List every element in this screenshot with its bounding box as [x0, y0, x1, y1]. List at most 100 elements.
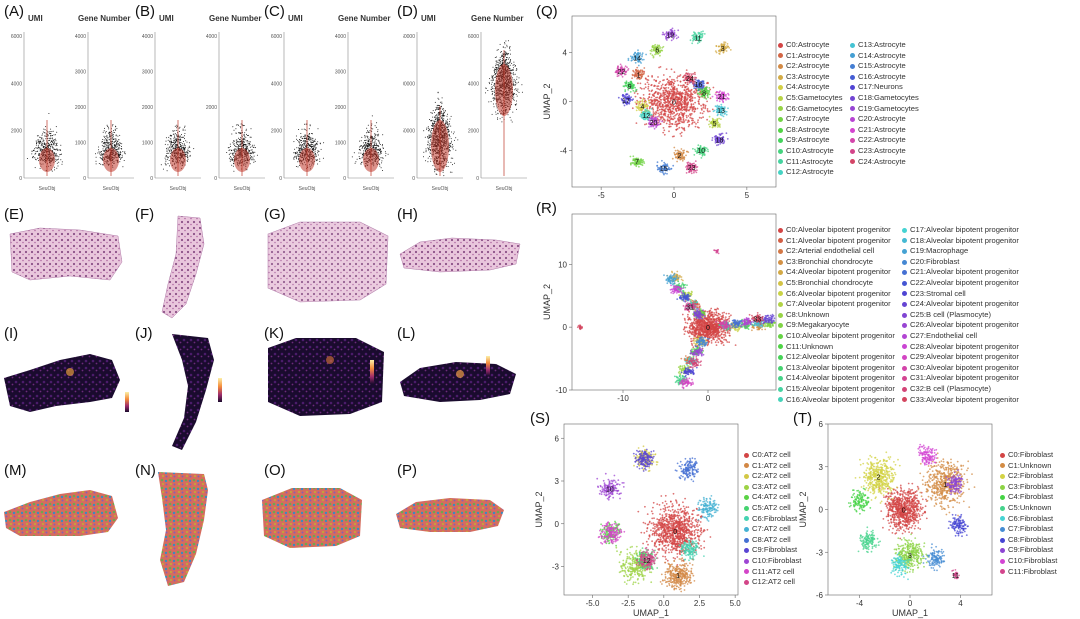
cluster-number-label: 24	[686, 76, 694, 83]
violin-tick: 2000	[206, 105, 217, 111]
he-tissue-row	[9, 215, 521, 319]
he-tissue-e	[9, 227, 123, 281]
violin-tick: 1000	[335, 141, 346, 147]
legend-label: C8:AT2 cell	[752, 534, 791, 544]
violin-tick: 4000	[206, 34, 217, 40]
legend-label: C12:AT2 cell	[752, 577, 795, 587]
cluster-number-label: 0	[673, 529, 677, 536]
legend-item: C24:Alveolar bipotent progenitor	[902, 299, 1019, 310]
x-tick-label: -5.0	[586, 599, 600, 608]
violin-plot-gene: 6000 4000 2000 0 SeuObj	[468, 32, 527, 192]
legend-label: C1:AT2 cell	[752, 460, 791, 470]
panel-label-s: (S)	[530, 410, 550, 427]
cluster-1	[917, 452, 976, 517]
legend-item: C14:Alveolar bipotent progenitor	[778, 373, 895, 384]
legend-swatch	[744, 569, 749, 575]
violin-tick: 2000	[271, 129, 282, 135]
legend-swatch	[850, 63, 855, 69]
legend-label: C14:Alveolar bipotent progenitor	[786, 373, 895, 383]
legend-swatch	[850, 85, 855, 91]
x-tick-label: 2.5	[694, 599, 706, 608]
legend-label: C6:Gametocytes	[786, 103, 843, 113]
legend-swatch	[850, 74, 855, 80]
legend-item: C19:Gametocytes	[850, 104, 919, 115]
legend-swatch	[850, 138, 855, 144]
cluster-11	[689, 30, 706, 45]
violin-tick: 3000	[335, 70, 346, 76]
legend-swatch	[744, 473, 749, 479]
panel-label-l: (L)	[397, 325, 416, 342]
panel-label-r: (R)	[536, 200, 557, 217]
legend-swatch	[1000, 569, 1005, 575]
legend-swatch	[850, 148, 855, 154]
legend-label: C0:AT2 cell	[752, 450, 791, 459]
legend-swatch	[902, 376, 907, 382]
legend-swatch	[1000, 558, 1005, 564]
cluster-19	[661, 27, 680, 42]
legend-column: C0:Fibroblast C1:Unknown C2:Fibroblast C3:F…	[1000, 450, 1057, 577]
legend-item: C7:Astrocyte	[778, 114, 843, 125]
legend-item: C5:Unknown	[1000, 503, 1057, 514]
panel-label-e: (E)	[4, 206, 24, 223]
legend-item: C10:Astrocyte	[778, 146, 843, 157]
legend-item: C6:Alveolar bipotent progenitor	[778, 289, 895, 300]
panel-label-g: (G)	[264, 206, 286, 223]
legend-label: C8:Unknown	[786, 309, 830, 319]
legend-item: C3:Fibroblast	[1000, 482, 1057, 493]
legend-item: C3:Astrocyte	[778, 72, 843, 83]
violin-xlabel: SeuObj	[234, 186, 251, 192]
legend-swatch	[902, 227, 907, 233]
legend-item: C23:Astrocyte	[850, 146, 919, 157]
legend-label: C29:Alveolar bipotent progenitor	[910, 352, 1019, 362]
cluster-31	[682, 300, 698, 312]
violin-plot-gene: 4000 3000 2000 1000 0 SeuObj	[75, 32, 134, 192]
legend-item: C11:Astrocyte	[778, 157, 843, 168]
x-tick-label: 0	[672, 191, 677, 200]
legend-swatch	[850, 159, 855, 165]
legend-swatch	[744, 558, 749, 564]
cluster-number-label: 19	[666, 32, 674, 39]
cluster-number-label: 14	[633, 56, 641, 63]
violin-tick: 2000	[142, 105, 153, 111]
legend-item: C24:Astrocyte	[850, 157, 919, 168]
cluster-9	[622, 80, 638, 93]
violin-tick: 2000	[468, 129, 479, 135]
cluster-7	[697, 495, 720, 522]
legend-label: C25:B cell (Plasmocyte)	[910, 309, 992, 319]
legend-column: C0:Astrocyte C1:Astrocyte C2:Astrocyte C3:A…	[778, 40, 843, 178]
panel-label-m: (M)	[4, 462, 27, 479]
legend-label: C31:Alveolar bipotent progenitor	[910, 373, 1019, 383]
y-tick-label: 0	[819, 506, 824, 515]
legend-label: C8:Astrocyte	[786, 124, 830, 134]
cluster-0	[637, 492, 712, 566]
violin-tick: 1000	[142, 141, 153, 147]
spatial-cluster-o	[262, 488, 362, 548]
cluster-number-label: 15	[660, 166, 668, 173]
legend-label: C20:Fibroblast	[910, 256, 960, 266]
legend-item: C10:Alveolar bipotent progenitor	[778, 331, 895, 342]
legend-column: C17:Alveolar bipotent progenitor C18:Alve…	[902, 225, 1019, 405]
legend-item: C9:Fibroblast	[744, 545, 801, 556]
cluster-28	[669, 284, 685, 295]
legend-label: C10:Astrocyte	[786, 145, 834, 155]
legend-label: C3:Fibroblast	[1008, 481, 1054, 491]
x-tick-label: -10	[617, 394, 629, 403]
legend-item: C11:Fibroblast	[1000, 567, 1057, 578]
panel-label-k: (K)	[264, 325, 284, 342]
y-tick-label: -3	[552, 563, 560, 572]
legend-swatch	[778, 291, 783, 297]
cluster-number-label: 1	[676, 573, 680, 580]
y-tick-label: -3	[816, 548, 824, 557]
cluster-number-label: 5	[713, 121, 717, 128]
legend-swatch	[1000, 452, 1005, 458]
legend-swatch	[744, 463, 749, 469]
cluster-number-label: 8	[702, 90, 706, 97]
legend-swatch	[850, 42, 855, 48]
cluster-3	[714, 41, 732, 55]
legend-label: C24:Alveolar bipotent progenitor	[910, 299, 1019, 309]
y-tick-label: 10	[558, 260, 567, 269]
cluster-20	[648, 115, 663, 130]
umap-t: -4 0 4 6 3 0 -3 -6 UMAP_2 UMAP_1 0 1 2 3 11	[796, 418, 996, 619]
cluster-number-label: 9	[628, 84, 632, 91]
violin-tick: 1000	[75, 141, 86, 147]
